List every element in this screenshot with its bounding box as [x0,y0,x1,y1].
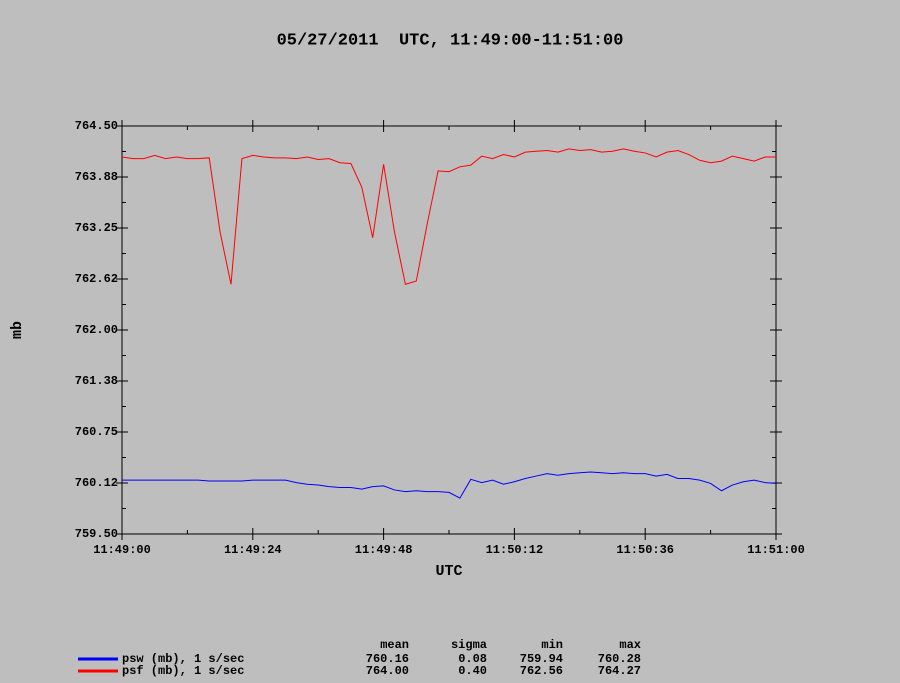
y-tick-label: 760.75 [75,425,118,439]
y-tick-label: 763.25 [75,221,118,235]
x-tick-label: 11:50:12 [486,543,544,557]
stats-cell: 0.08 [458,652,487,666]
stats-header: sigma [451,638,487,652]
x-axis-label: UTC [435,563,462,580]
stats-cell: 760.28 [598,652,641,666]
y-tick-label: 761.38 [75,374,118,388]
legend-label: psf (mb), 1 s/sec [122,664,244,678]
stats-header: min [541,638,563,652]
y-tick-label: 759.50 [75,527,118,541]
y-tick-label: 764.50 [75,119,118,133]
stats-cell: 764.27 [598,664,641,678]
x-tick-label: 11:49:00 [93,543,151,557]
x-tick-label: 11:50:36 [616,543,674,557]
legend-label: psw (mb), 1 s/sec [122,652,244,666]
y-tick-label: 760.12 [75,476,118,490]
stats-cell: 760.16 [366,652,409,666]
stats-cell: 0.40 [458,664,487,678]
chart-title: 05/27/2011 UTC, 11:49:00-11:51:00 [277,31,624,50]
x-tick-label: 11:51:00 [747,543,805,557]
stats-cell: 762.56 [520,664,563,678]
data-line [122,471,777,499]
x-tick-label: 11:49:48 [355,543,413,557]
data-line [121,148,776,285]
stats-cell: 759.94 [520,652,563,666]
x-tick-label: 11:49:24 [224,543,282,557]
y-axis-label: mb [9,321,26,339]
stats-cell: 764.00 [366,664,409,678]
y-tick-label: 762.62 [75,272,118,286]
stats-header: max [619,638,641,652]
y-tick-label: 763.88 [75,170,118,184]
y-tick-label: 762.00 [75,323,118,337]
stats-header: mean [380,638,409,652]
